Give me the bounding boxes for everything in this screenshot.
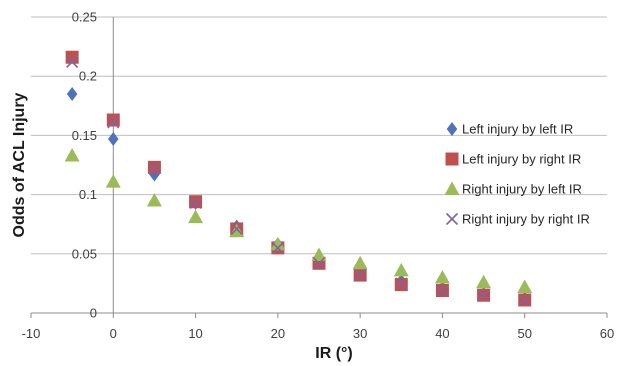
legend-marker [445,212,459,226]
data-point [393,262,409,277]
y-tick-label: 0 [90,306,97,321]
data-point [352,255,368,270]
data-point [271,241,284,254]
data-point [434,269,450,284]
y-tick-label: 0.25 [72,10,97,25]
series-1 [66,86,530,306]
data-point [270,236,286,251]
x-tick-label: 0 [110,326,117,341]
data-point [146,193,162,207]
data-point [188,209,204,224]
x-tick-label: 10 [188,326,202,341]
legend-item: Right injury by right IR [445,212,590,227]
x-axis-title: IR (°) [315,345,353,362]
data-point [395,277,408,290]
legend-marker [446,122,458,136]
series-3 [64,148,533,293]
axes [30,17,608,318]
x-tick-label: 40 [435,326,449,341]
y-axis-title: Odds of ACL Injury [11,92,28,237]
data-point [394,278,408,292]
legend-marker [445,152,459,166]
data-point [230,222,243,236]
x-tick-label: -10 [22,326,41,341]
data-point [66,55,79,69]
data-point [147,160,161,174]
data-points [64,50,533,307]
data-point [148,162,161,175]
data-point [517,279,533,293]
data-point [354,269,367,282]
data-point [311,247,327,261]
data-point [64,148,80,162]
x-tick-label: 50 [517,326,531,341]
data-point [518,293,531,307]
x-tick-label: 20 [271,326,285,341]
data-point [106,113,120,127]
data-point [436,284,449,297]
legend: Left injury by left IR Left injury by rig… [444,122,590,227]
y-tick-label: 0.2 [79,69,97,84]
legend-label: Right injury by left IR [462,182,582,197]
y-tick-label: 0.15 [72,128,97,143]
data-point [105,174,121,188]
data-point [108,131,119,146]
tick-labels: 0 0.05 0.1 0.15 0.2 0.25 -10 0 10 20 30 40 50 60 [22,10,615,342]
y-tick-label: 0.05 [72,246,97,261]
gridlines [31,16,607,255]
y-tick-label: 0.1 [79,187,97,202]
data-point [312,257,326,270]
x-tick-label: 30 [353,326,367,341]
data-point [477,289,490,302]
data-point [189,195,203,209]
legend-item: Left injury by right IR [445,152,581,167]
legend-marker [444,181,460,195]
data-point [229,223,245,238]
legend-item: Left injury by left IR [446,122,573,137]
legend-item: Right injury by left IR [444,181,582,197]
data-point [66,86,78,101]
data-point [65,50,79,64]
legend-label: Right injury by right IR [462,212,590,227]
legend-label: Left injury by right IR [462,152,581,167]
data-point [189,196,202,209]
data-point [476,274,492,289]
x-tick-label: 60 [600,326,614,341]
legend-label: Left injury by left IR [462,122,573,137]
series-2 [65,50,532,307]
series-4 [66,55,531,307]
data-point [107,116,120,129]
